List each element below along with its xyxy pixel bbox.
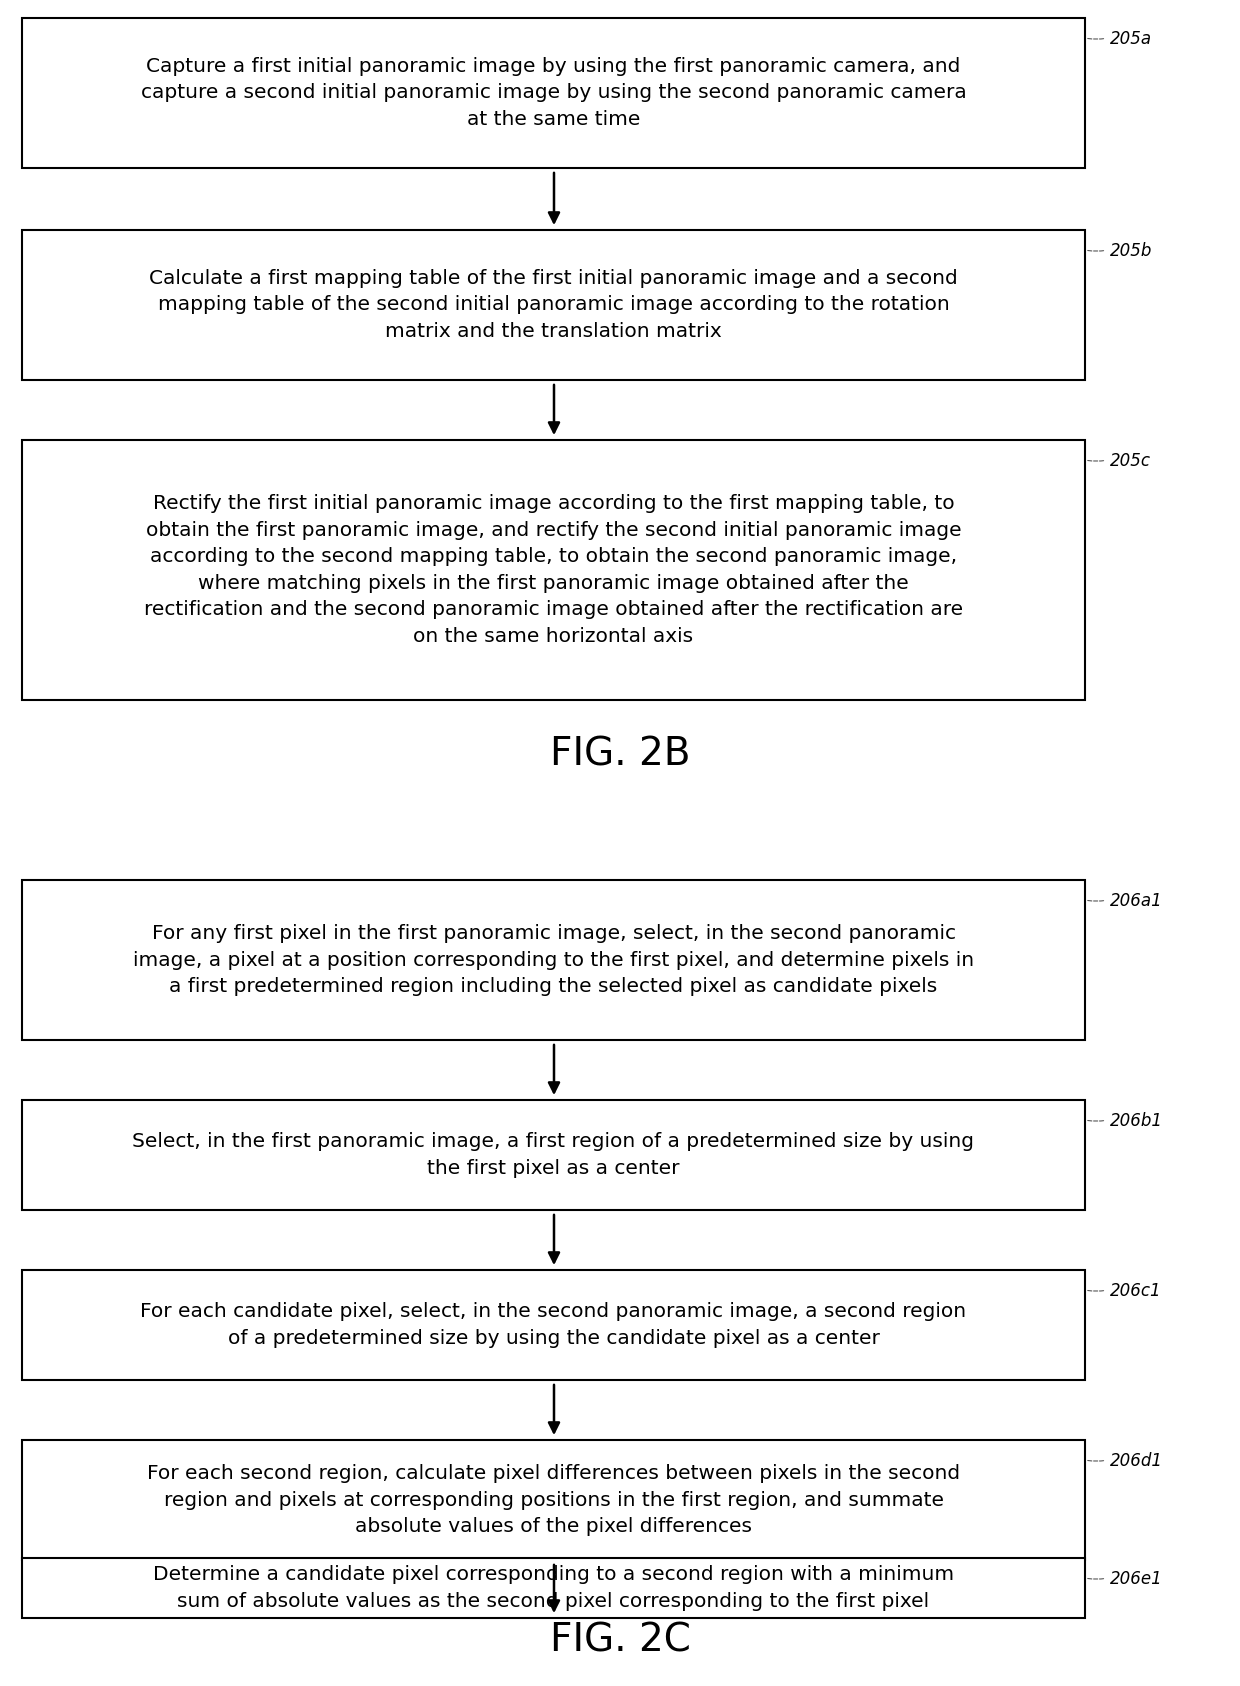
Bar [22, 440, 1085, 700]
Text: 206e1: 206e1 [1110, 1570, 1163, 1588]
Text: Select, in the first panoramic image, a first region of a predetermined size by : Select, in the first panoramic image, a … [133, 1133, 975, 1179]
Text: Calculate a first mapping table of the first initial panoramic image and a secon: Calculate a first mapping table of the f… [149, 270, 957, 341]
Bar [22, 880, 1085, 1040]
Text: 205a: 205a [1110, 30, 1152, 47]
Text: Determine a candidate pixel corresponding to a second region with a minimum
sum : Determine a candidate pixel correspondin… [153, 1565, 954, 1610]
Text: For each second region, calculate pixel differences between pixels in the second: For each second region, calculate pixel … [146, 1463, 960, 1536]
Text: 206a1: 206a1 [1110, 892, 1163, 910]
Text: For each candidate pixel, select, in the second panoramic image, a second region: For each candidate pixel, select, in the… [140, 1302, 966, 1347]
Text: 206b1: 206b1 [1110, 1113, 1163, 1130]
Text: 205c: 205c [1110, 452, 1151, 470]
Bar [22, 1099, 1085, 1211]
Bar [22, 1270, 1085, 1381]
Text: FIG. 2B: FIG. 2B [549, 737, 691, 774]
Bar [22, 229, 1085, 379]
Text: 205b: 205b [1110, 243, 1152, 260]
Bar [22, 19, 1085, 169]
Bar [22, 1558, 1085, 1619]
Text: Capture a first initial panoramic image by using the first panoramic camera, and: Capture a first initial panoramic image … [140, 57, 966, 130]
Bar [22, 1440, 1085, 1560]
Text: FIG. 2C: FIG. 2C [549, 1620, 691, 1659]
Text: 206c1: 206c1 [1110, 1281, 1162, 1300]
Text: Rectify the first initial panoramic image according to the first mapping table, : Rectify the first initial panoramic imag… [144, 494, 963, 646]
Text: 206d1: 206d1 [1110, 1452, 1163, 1470]
Text: For any first pixel in the first panoramic image, select, in the second panorami: For any first pixel in the first panoram… [133, 924, 975, 996]
